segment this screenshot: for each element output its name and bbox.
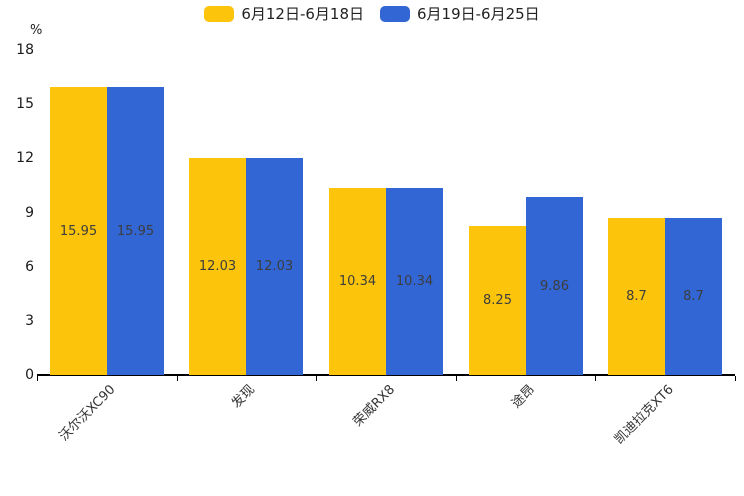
bar-value-label: 12.03 bbox=[255, 259, 294, 274]
legend-swatch-icon bbox=[204, 6, 235, 22]
bar-value-label: 8.7 bbox=[683, 289, 704, 304]
legend-swatch-icon bbox=[380, 6, 410, 22]
x-axis-tick bbox=[316, 376, 317, 381]
bar-series-2-凯迪拉克XT6[interactable]: 8.7 bbox=[665, 218, 722, 375]
bar-value-label: 10.34 bbox=[338, 274, 377, 289]
x-axis-tick bbox=[595, 376, 596, 381]
bar-value-label: 15.95 bbox=[59, 223, 98, 239]
bar-series-1-发现[interactable]: 12.03 bbox=[189, 158, 246, 375]
x-axis-category-label: 发现 bbox=[228, 382, 258, 412]
bar-series-1-凯迪拉克XT6[interactable]: 8.7 bbox=[608, 218, 665, 375]
bar-value-label: 12.03 bbox=[198, 259, 237, 274]
x-axis-tick bbox=[37, 376, 38, 381]
bar-series-2-途昂[interactable]: 9.86 bbox=[526, 197, 583, 375]
y-axis-tick-label: 18 bbox=[16, 42, 34, 58]
bar-value-label: 8.7 bbox=[626, 289, 647, 304]
legend-item-series-1[interactable]: 6月12日-6月18日 bbox=[204, 6, 364, 22]
x-axis-tick bbox=[456, 376, 457, 381]
bar-series-2-沃尔沃XC90[interactable]: 15.95 bbox=[107, 87, 164, 375]
bar-series-2-荣威RX8[interactable]: 10.34 bbox=[386, 188, 443, 375]
y-axis-tick-label: 3 bbox=[25, 313, 34, 329]
bar-value-label: 8.25 bbox=[483, 293, 512, 308]
bar-series-1-沃尔沃XC90[interactable]: 15.95 bbox=[50, 87, 107, 375]
x-axis-tick bbox=[177, 376, 178, 381]
x-axis-category-label: 途昂 bbox=[508, 382, 538, 412]
y-axis-tick-label: 15 bbox=[16, 96, 34, 112]
bar-series-2-发现[interactable]: 12.03 bbox=[246, 158, 303, 375]
bar-value-label: 15.95 bbox=[116, 223, 155, 239]
bar-series-1-荣威RX8[interactable]: 10.34 bbox=[329, 188, 386, 375]
y-axis-unit-label: % bbox=[30, 23, 43, 38]
y-axis-tick-label: 9 bbox=[25, 205, 34, 221]
x-axis-category-label: 凯迪拉克XT6 bbox=[611, 382, 677, 448]
bar-value-label: 9.86 bbox=[540, 278, 569, 294]
y-axis-tick-label: 6 bbox=[25, 259, 34, 275]
legend: 6月12日-6月18日 6月19日-6月25日 bbox=[0, 6, 744, 22]
bar-series-1-途昂[interactable]: 8.25 bbox=[469, 226, 526, 375]
x-axis-category-label: 荣威RX8 bbox=[350, 382, 398, 430]
bar-value-label: 10.34 bbox=[395, 274, 434, 289]
x-axis-category-label: 沃尔沃XC90 bbox=[56, 382, 119, 445]
legend-label: 6月19日-6月25日 bbox=[417, 4, 540, 23]
x-axis-line bbox=[37, 374, 735, 376]
x-axis-tick bbox=[735, 376, 736, 381]
legend-item-series-2[interactable]: 6月19日-6月25日 bbox=[380, 6, 540, 22]
y-axis-tick-label: 12 bbox=[16, 150, 34, 166]
y-axis-tick-label: 0 bbox=[25, 367, 34, 383]
legend-label: 6月12日-6月18日 bbox=[241, 4, 364, 23]
